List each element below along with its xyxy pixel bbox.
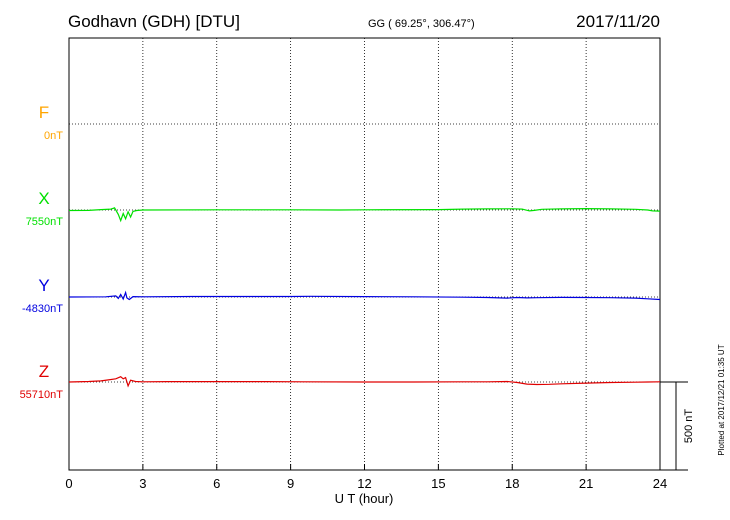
scale-bar: 500 nT — [660, 381, 695, 471]
series-baseline-z: 55710nT — [20, 389, 64, 401]
grid — [142, 38, 587, 470]
x-ticks: 0 3 6 9 12 15 18 21 24 — [65, 464, 667, 491]
series-name-y: Y — [38, 276, 49, 295]
scale-bar-label: 500 nT — [683, 409, 695, 444]
series-baseline-f: 0nT — [44, 130, 63, 142]
series-labels: F 0nT X 7550nT Y -4830nT Z 55710nT — [20, 103, 64, 401]
series-line-y — [68, 290, 661, 301]
series-name-z: Z — [39, 362, 49, 381]
series-baseline-x: 7550nT — [26, 216, 64, 228]
series-line-x — [68, 207, 661, 223]
series-name-x: X — [38, 189, 49, 208]
x-axis-label: U T (hour) — [335, 491, 394, 506]
x-tick-label: 18 — [505, 476, 519, 491]
x-tick-label: 3 — [139, 476, 146, 491]
station-coords: GG ( 69.25°, 306.47°) — [368, 18, 475, 30]
series-lines — [68, 207, 661, 388]
x-tick-label: 15 — [431, 476, 445, 491]
baselines — [69, 123, 660, 383]
station-title: Godhavn (GDH) [DTU] — [68, 12, 240, 31]
x-tick-label: 6 — [213, 476, 220, 491]
x-tick-label: 12 — [357, 476, 371, 491]
series-baseline-y: -4830nT — [22, 303, 63, 315]
series-name-f: F — [39, 103, 49, 122]
plot-date: 2017/11/20 — [576, 12, 660, 31]
x-tick-label: 0 — [65, 476, 72, 491]
x-tick-label: 21 — [579, 476, 593, 491]
plotted-timestamp: Plotted at 2017/12/21 01:35 UT — [717, 344, 726, 455]
series-line-z — [68, 376, 661, 388]
x-tick-label: 9 — [287, 476, 294, 491]
x-tick-label: 24 — [653, 476, 667, 491]
